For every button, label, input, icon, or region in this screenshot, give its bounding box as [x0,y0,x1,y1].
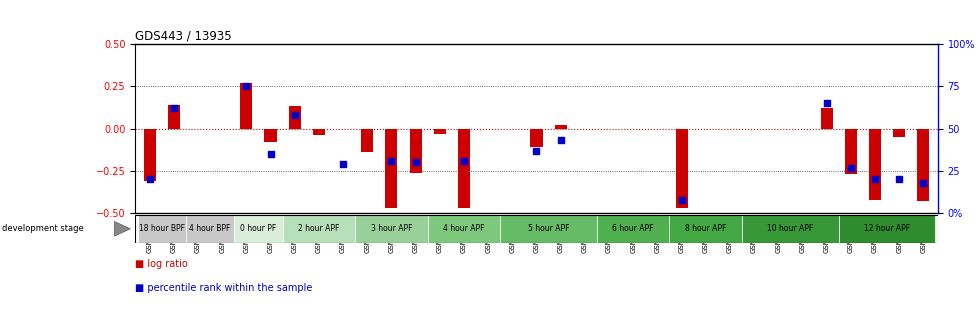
Bar [433,128,445,134]
Text: GDS443 / 13935: GDS443 / 13935 [135,30,232,43]
Point [842,165,858,170]
Bar [916,128,928,202]
Point [142,177,157,182]
Text: 8 hour APF: 8 hour APF [685,224,726,233]
Bar [264,128,276,142]
Point [553,138,568,143]
Bar [500,215,597,243]
Bar [868,128,880,200]
Point [528,148,544,153]
Bar [675,128,687,208]
Bar [240,83,252,128]
Text: 0 hour PF: 0 hour PF [240,224,276,233]
Text: 4 hour BPF: 4 hour BPF [189,224,231,233]
Text: 3 hour APF: 3 hour APF [371,224,412,233]
Point [673,197,689,203]
Point [456,158,471,163]
Point [334,162,350,167]
Bar [313,128,325,135]
Bar [844,128,856,174]
Text: 12 hour APF: 12 hour APF [864,224,910,233]
Text: 5 hour APF: 5 hour APF [527,224,569,233]
Bar [137,215,186,243]
Text: 6 hour APF: 6 hour APF [612,224,653,233]
Point [166,106,182,111]
Point [818,100,833,106]
Text: ■ log ratio: ■ log ratio [135,259,188,269]
Bar [597,215,669,243]
Point [239,83,254,89]
Bar [427,215,500,243]
Point [890,177,906,182]
Point [383,158,399,163]
Text: ■ percentile rank within the sample: ■ percentile rank within the sample [135,283,312,293]
Point [867,177,882,182]
Polygon shape [114,221,130,236]
Bar [355,215,427,243]
Bar [167,105,180,128]
Text: 2 hour APF: 2 hour APF [298,224,339,233]
Bar [234,215,283,243]
Text: 18 hour BPF: 18 hour BPF [139,224,185,233]
Point [914,180,930,185]
Bar [530,128,542,147]
Bar [741,215,838,243]
Point [408,160,423,165]
Bar [283,215,355,243]
Text: development stage: development stage [2,224,84,233]
Bar [555,125,566,128]
Bar [820,108,832,128]
Bar [892,128,905,137]
Bar [838,215,935,243]
Text: 10 hour APF: 10 hour APF [767,224,813,233]
Bar [409,128,422,173]
Bar [458,128,469,208]
Bar [385,128,397,208]
Text: 4 hour APF: 4 hour APF [443,224,484,233]
Bar [289,107,300,128]
Bar [669,215,741,243]
Point [262,151,278,157]
Bar [144,128,156,181]
Bar [186,215,234,243]
Point [287,112,302,118]
Bar [361,128,373,152]
